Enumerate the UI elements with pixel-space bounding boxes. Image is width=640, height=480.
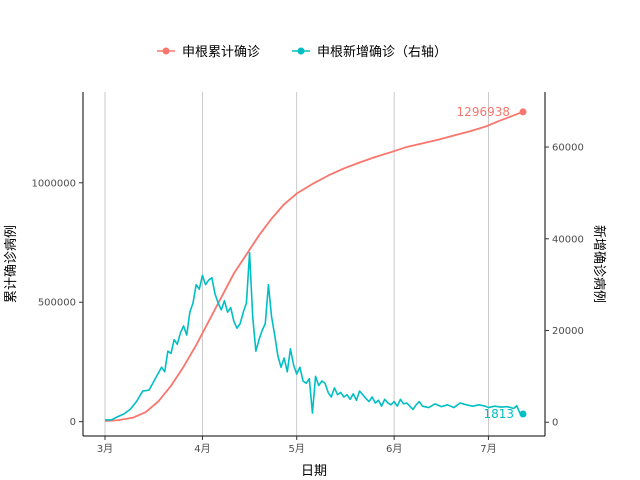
end-label-daily: 1813: [483, 407, 514, 421]
y-left-tick-label-2: 1000000: [31, 178, 76, 189]
y-right-tick-label-3: 60000: [552, 143, 584, 154]
grid: [104, 92, 489, 436]
legend-key-cumulative-point: [162, 47, 170, 55]
x-tick-label-4: 7月: [480, 443, 496, 455]
x-axis-title: 日期: [301, 464, 327, 479]
end-point-cumulative: [519, 108, 527, 116]
y-right-tick-label-2: 40000: [552, 234, 584, 245]
series-cumulative: [104, 108, 527, 422]
legend-label-daily: 申根新增确诊（右轴）: [317, 44, 447, 60]
y-right-tick-label-1: 20000: [552, 326, 584, 337]
x-tick-label-1: 4月: [194, 443, 210, 455]
y-left-tick-label-1: 500000: [38, 298, 76, 309]
x-tick-label-2: 5月: [289, 443, 305, 455]
ticks: 3月 4月 5月 6月 7月 0 500000 1000000 0 20000 40000 60000: [31, 143, 583, 455]
line-cumulative: [104, 111, 524, 422]
line-daily: [105, 251, 524, 421]
y-left-tick-label-0: 0: [70, 417, 76, 428]
series-daily: [105, 251, 527, 421]
legend: 申根累计确诊 申根新增确诊（右轴）: [157, 44, 447, 60]
legend-label-cumulative: 申根累计确诊: [182, 45, 260, 60]
y-axis-left-title: 累计确诊病例: [4, 225, 19, 303]
y-axis-right-title: 新增确诊病例: [591, 225, 607, 303]
x-tick-label-0: 3月: [97, 443, 113, 455]
end-label-cumulative: 1296938: [457, 105, 510, 119]
legend-key-daily-point: [297, 47, 305, 55]
y-right-tick-label-0: 0: [552, 418, 558, 429]
axes: [82, 92, 546, 437]
end-point-daily: [519, 410, 527, 418]
x-tick-label-3: 6月: [386, 443, 402, 455]
